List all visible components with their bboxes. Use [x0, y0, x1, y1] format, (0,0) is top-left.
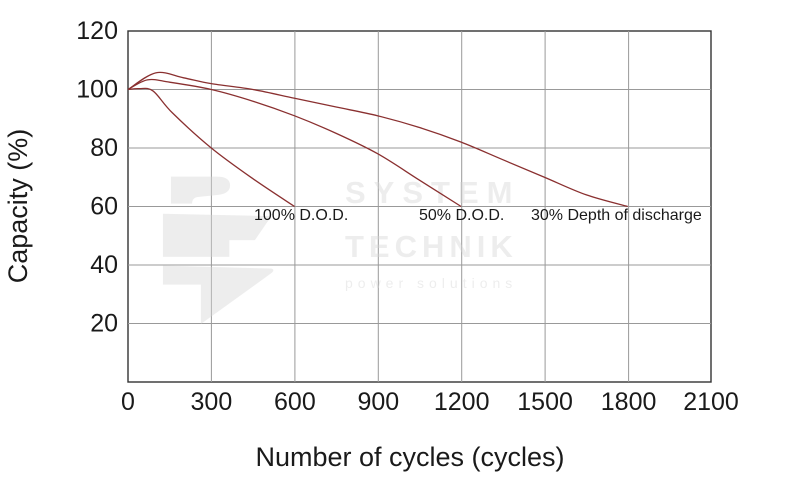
svg-text:300: 300	[191, 388, 233, 416]
svg-text:100: 100	[76, 76, 118, 104]
svg-text:900: 900	[357, 388, 399, 416]
svg-text:Number of cycles (cycles): Number of cycles (cycles)	[255, 442, 564, 472]
svg-text:80: 80	[90, 134, 118, 162]
svg-text:120: 120	[76, 17, 118, 45]
svg-text:Capacity (%): Capacity (%)	[3, 129, 33, 284]
svg-text:TECHNIK: TECHNIK	[345, 229, 518, 264]
svg-text:1200: 1200	[434, 388, 490, 416]
svg-text:0: 0	[121, 388, 135, 416]
svg-text:40: 40	[90, 251, 118, 279]
svg-text:1800: 1800	[601, 388, 657, 416]
svg-text:60: 60	[90, 193, 118, 221]
svg-text:1500: 1500	[517, 388, 573, 416]
svg-text:30% Depth of discharge: 30% Depth of discharge	[531, 207, 702, 224]
svg-text:600: 600	[274, 388, 316, 416]
svg-text:SYSTEM: SYSTEM	[345, 175, 520, 210]
svg-text:100% D.O.D.: 100% D.O.D.	[254, 207, 348, 224]
svg-text:power solutions: power solutions	[345, 275, 517, 291]
svg-text:2100: 2100	[683, 388, 739, 416]
svg-text:50% D.O.D.: 50% D.O.D.	[419, 207, 504, 224]
svg-text:20: 20	[90, 310, 118, 338]
